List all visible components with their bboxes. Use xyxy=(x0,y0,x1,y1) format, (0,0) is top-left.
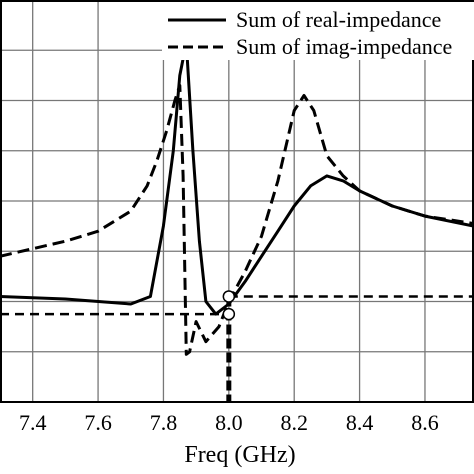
x-axis-title: Freq (GHz) xyxy=(184,442,295,468)
x-tick-label-5: 8.4 xyxy=(346,410,374,435)
x-tick-label-1: 7.6 xyxy=(84,410,112,435)
crossing-marker-1 xyxy=(222,307,236,321)
legend-label-1: Sum of imag-impedance xyxy=(236,34,452,59)
legend-box xyxy=(162,2,474,60)
x-tick-labels: 7.4 7.6 7.8 8.0 8.2 8.4 8.6 xyxy=(19,410,439,435)
x-tick-label-2: 7.8 xyxy=(150,410,178,435)
annotation-markers xyxy=(222,290,236,321)
x-tick-label-6: 8.6 xyxy=(411,410,439,435)
x-tick-label-0: 7.4 xyxy=(19,410,47,435)
crossing-marker-0 xyxy=(222,290,236,303)
plot-frame xyxy=(0,0,474,403)
series-line-1 xyxy=(0,83,474,356)
x-tick-label-3: 8.0 xyxy=(215,410,243,435)
x-tick-label-4: 8.2 xyxy=(280,410,308,435)
grid xyxy=(0,0,474,402)
series-line-0 xyxy=(0,41,474,316)
series-layer xyxy=(0,41,474,356)
legend-label-0: Sum of real-impedance xyxy=(236,7,441,32)
annotation-guides xyxy=(0,295,474,402)
